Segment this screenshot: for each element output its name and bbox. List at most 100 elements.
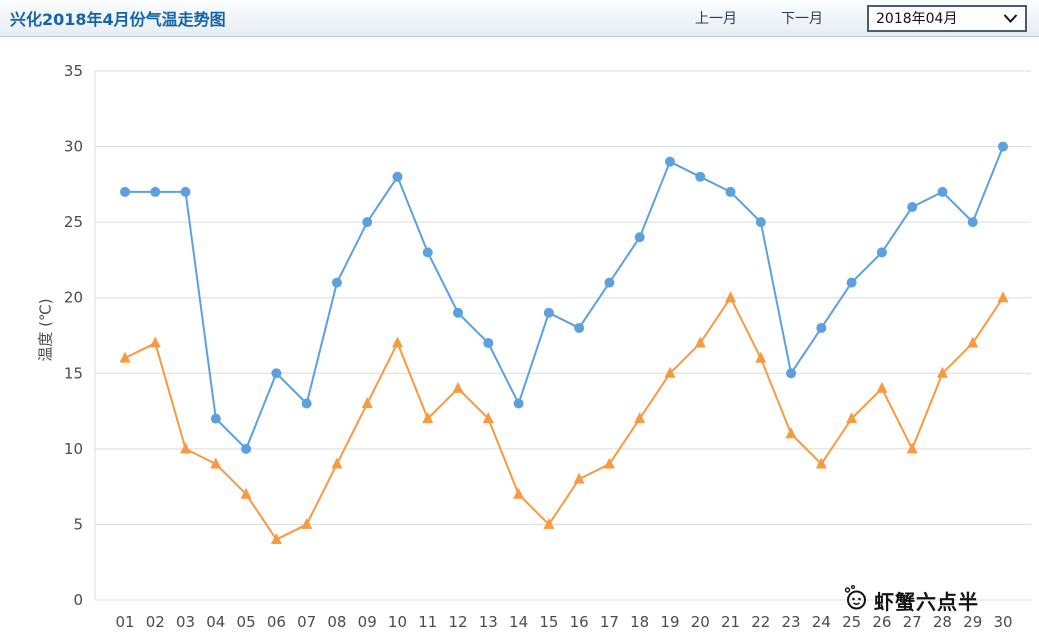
marker-low xyxy=(391,336,403,348)
marker-high xyxy=(241,443,252,454)
marker-high xyxy=(301,398,312,409)
marker-low xyxy=(301,517,313,529)
y-axis-title: 温度 (℃) xyxy=(36,298,55,362)
x-tick-label: 17 xyxy=(600,613,619,631)
temperature-chart: 0 5 10 15 20 25 30 35 01 02 03 04 05 06 07 08 09 10 11 12 13… xyxy=(0,37,1039,642)
marker-low xyxy=(119,351,131,363)
marker-low xyxy=(997,291,1009,303)
marker-low xyxy=(513,487,525,499)
marker-high xyxy=(755,217,766,228)
marker-high xyxy=(937,186,948,197)
x-tick-label: 18 xyxy=(630,613,649,631)
x-tick-label: 21 xyxy=(721,613,740,631)
watermark: 虾蟹六点半 xyxy=(843,584,979,616)
x-tick-label: 26 xyxy=(872,613,891,631)
series-line-low xyxy=(124,296,1004,541)
marker-low xyxy=(664,366,676,378)
marker-low xyxy=(603,457,615,469)
x-tick-label: 20 xyxy=(691,613,710,631)
x-tick-label: 14 xyxy=(509,613,528,631)
marker-low xyxy=(936,366,948,378)
marker-high xyxy=(998,141,1008,152)
marker-high xyxy=(453,307,464,318)
marker-high xyxy=(543,307,554,318)
month-select[interactable]: 2018年04月 xyxy=(867,4,1027,32)
x-tick-label: 05 xyxy=(237,613,256,631)
marker-low xyxy=(694,336,706,348)
x-tick-label: 23 xyxy=(782,613,801,631)
watermark-text: 虾蟹六点半 xyxy=(874,589,979,614)
marker-low xyxy=(180,442,192,454)
marker-high xyxy=(483,338,494,349)
x-tick-label: 24 xyxy=(812,613,831,631)
x-tick-label: 16 xyxy=(570,613,589,631)
y-tick-label: 0 xyxy=(73,591,83,609)
marker-low xyxy=(452,381,464,393)
marker-high xyxy=(695,171,706,182)
marker-low xyxy=(361,397,373,409)
marker-high xyxy=(362,217,373,228)
x-tick-label: 02 xyxy=(146,613,165,631)
series-line-high xyxy=(124,145,1004,450)
x-tick-label: 30 xyxy=(993,613,1012,631)
marker-high xyxy=(210,413,221,424)
x-tick-label: 08 xyxy=(327,613,346,631)
x-tick-label: 11 xyxy=(418,613,437,631)
x-tick-label: 28 xyxy=(933,613,952,631)
header-controls: 上一月 下一月 2018年04月 xyxy=(695,4,1029,32)
y-tick-label: 15 xyxy=(64,364,83,382)
x-tick-label: 04 xyxy=(206,613,225,631)
marker-low xyxy=(270,533,282,545)
x-tick-label: 19 xyxy=(660,613,679,631)
header-bar: 兴化2018年4月份气温走势图 上一月 下一月 2018年04月 xyxy=(0,0,1039,37)
x-tick-label: 03 xyxy=(176,613,195,631)
marker-high xyxy=(725,186,736,197)
marker-low xyxy=(331,457,343,469)
x-tick-label: 15 xyxy=(539,613,558,631)
x-tick-label: 10 xyxy=(388,613,407,631)
marker-high xyxy=(392,171,403,182)
marker-low xyxy=(240,487,252,499)
marker-low xyxy=(876,381,888,393)
page-title: 兴化2018年4月份气温走势图 xyxy=(10,10,226,29)
marker-low xyxy=(846,412,858,424)
marker-high xyxy=(907,202,918,213)
marker-low xyxy=(634,412,646,424)
marker-low xyxy=(482,412,494,424)
marker-low xyxy=(149,336,161,348)
marker-low xyxy=(755,351,767,363)
shrimp-face-icon xyxy=(843,584,869,616)
marker-high xyxy=(876,247,887,258)
marker-high xyxy=(574,322,585,333)
marker-high xyxy=(331,277,342,288)
y-tick-label: 5 xyxy=(73,515,83,533)
marker-high xyxy=(967,217,978,228)
prev-month-link[interactable]: 上一月 xyxy=(695,11,737,27)
x-tick-label: 13 xyxy=(479,613,498,631)
x-tick-label: 25 xyxy=(842,613,861,631)
marker-high xyxy=(120,186,130,197)
marker-low xyxy=(573,472,585,484)
marker-low xyxy=(815,457,827,469)
marker-high xyxy=(664,156,675,167)
marker-low xyxy=(785,427,797,439)
marker-low xyxy=(543,517,555,529)
y-tick-label: 30 xyxy=(64,138,83,156)
marker-low xyxy=(906,442,918,454)
marker-high xyxy=(816,322,827,333)
y-tick-label: 25 xyxy=(64,213,83,231)
marker-high xyxy=(786,368,797,379)
x-tick-label: 07 xyxy=(297,613,316,631)
month-select-value: 2018年04月 xyxy=(876,11,958,27)
x-tick-label: 06 xyxy=(267,613,286,631)
y-tick-label: 20 xyxy=(64,289,83,307)
next-month-link[interactable]: 下一月 xyxy=(781,11,823,27)
marker-high xyxy=(180,186,191,197)
x-tick-label: 01 xyxy=(115,613,134,631)
marker-high xyxy=(271,368,282,379)
marker-low xyxy=(967,336,979,348)
marker-high xyxy=(150,186,161,197)
marker-high xyxy=(604,277,615,288)
